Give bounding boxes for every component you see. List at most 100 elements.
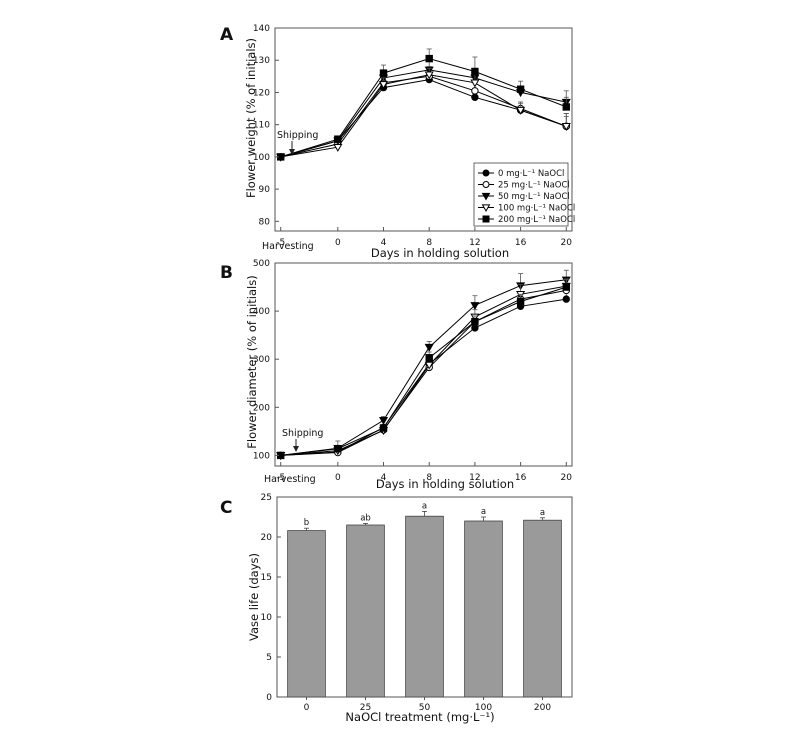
y-tick-label: 20 bbox=[261, 533, 273, 543]
x-tick-label: 16 bbox=[515, 473, 527, 483]
legend-marker bbox=[481, 204, 491, 212]
x-tick-label: 200 bbox=[534, 703, 551, 713]
bar-group: b ab a a a bbox=[287, 501, 562, 698]
data-point bbox=[333, 143, 343, 152]
bar-0: b bbox=[287, 518, 326, 698]
significance-label: b bbox=[304, 518, 309, 528]
x-tick-label: 4 bbox=[381, 238, 387, 248]
data-point bbox=[424, 343, 434, 352]
harvesting-label: Harvesting bbox=[262, 241, 314, 252]
y-tick-label: 15 bbox=[261, 573, 272, 583]
y-axis-title: Flower weight (% of initials) bbox=[244, 38, 258, 198]
y-tick-label: 140 bbox=[253, 24, 270, 34]
data-point bbox=[516, 85, 525, 93]
y-tick-label: 130 bbox=[253, 56, 270, 66]
data-point bbox=[471, 87, 479, 95]
x-tick-label: 50 bbox=[419, 703, 431, 713]
bar bbox=[523, 519, 562, 698]
plot-frame bbox=[274, 262, 573, 467]
shipping-arrow-head bbox=[293, 446, 299, 452]
x-tick-labels: -5 0 4 8 12 16 20 bbox=[276, 227, 572, 248]
x-tick-label: 12 bbox=[469, 238, 480, 248]
y-tick-label: 500 bbox=[253, 259, 270, 269]
data-point bbox=[471, 317, 479, 326]
legend-item: 50 mg·L⁻¹ NaOCl bbox=[478, 192, 570, 202]
panel-letter-b: B bbox=[220, 263, 233, 283]
series-group bbox=[276, 48, 571, 162]
legend-item: 0 mg·L⁻¹ NaOCl bbox=[478, 169, 564, 179]
x-tick-label: 16 bbox=[515, 238, 527, 248]
significance-label: a bbox=[422, 501, 427, 511]
legend-label: 200 mg·L⁻¹ NaOCl bbox=[498, 215, 575, 225]
y-tick-labels: 0 5 10 15 20 25 bbox=[261, 493, 281, 703]
y-tick-labels: 100 200 300 400 500 bbox=[253, 259, 279, 461]
series-3 bbox=[276, 67, 571, 162]
legend-label: 50 mg·L⁻¹ NaOCl bbox=[498, 192, 570, 202]
y-tick-label: 300 bbox=[253, 355, 270, 365]
data-point bbox=[562, 295, 570, 303]
bar-3: a bbox=[464, 507, 503, 698]
legend-label: 0 mg·L⁻¹ NaOCl bbox=[498, 169, 564, 179]
data-point bbox=[425, 54, 433, 63]
bar-1: ab bbox=[346, 513, 385, 698]
data-point bbox=[470, 79, 480, 88]
y-tick-label: 110 bbox=[253, 121, 270, 131]
data-point bbox=[471, 67, 479, 76]
legend-marker bbox=[482, 169, 490, 177]
y-tick-label: 400 bbox=[253, 307, 270, 317]
data-point bbox=[378, 81, 389, 90]
data-point bbox=[379, 69, 388, 77]
data-point bbox=[379, 424, 388, 432]
shipping-label: Shipping bbox=[282, 428, 323, 439]
x-tick-labels: 0 25 50 100 200 bbox=[304, 697, 551, 713]
bar-4: a bbox=[523, 508, 562, 698]
shipping-arrow-head bbox=[289, 149, 295, 155]
data-point bbox=[470, 302, 480, 311]
panel-c-vase-life-chart: b ab a a a 0 25 50 100 200 0 5 10 15 20 25 NaOCl trea… bbox=[247, 493, 573, 724]
data-point bbox=[562, 103, 570, 111]
legend-marker bbox=[482, 215, 490, 223]
data-point bbox=[425, 354, 433, 362]
data-point bbox=[471, 324, 479, 332]
x-tick-label: 4 bbox=[381, 473, 387, 483]
x-tick-label: 25 bbox=[360, 703, 371, 713]
legend-item: 25 mg·L⁻¹ NaOCl bbox=[478, 181, 570, 191]
y-tick-label: 10 bbox=[261, 613, 273, 623]
legend-label: 100 mg·L⁻¹ NaOCl bbox=[498, 204, 575, 214]
data-point bbox=[561, 123, 571, 131]
y-tick-label: 100 bbox=[253, 451, 270, 461]
x-tick-label: 0 bbox=[335, 473, 341, 483]
y-tick-label: 120 bbox=[253, 88, 270, 98]
x-tick-labels: -5 0 4 8 12 16 20 bbox=[276, 462, 572, 483]
harvesting-label: Harvesting bbox=[264, 474, 316, 485]
series-line bbox=[280, 285, 567, 456]
bar bbox=[287, 530, 326, 698]
panel-letter-a: A bbox=[220, 25, 234, 45]
panel-letter-c: C bbox=[220, 498, 232, 518]
legend-item: 200 mg·L⁻¹ NaOCl bbox=[478, 215, 575, 225]
x-axis-title: NaOCl treatment (mg·L⁻¹) bbox=[345, 710, 494, 724]
x-tick-label: 8 bbox=[426, 238, 432, 248]
data-point bbox=[471, 93, 479, 101]
x-tick-label: 20 bbox=[561, 473, 573, 483]
y-tick-label: 200 bbox=[253, 403, 270, 413]
significance-label: a bbox=[540, 508, 545, 518]
data-point bbox=[516, 297, 525, 306]
bar-2: a bbox=[405, 501, 444, 698]
y-tick-label: 25 bbox=[261, 493, 272, 503]
data-point bbox=[562, 283, 570, 291]
bar bbox=[405, 515, 444, 698]
significance-label: ab bbox=[360, 513, 371, 523]
significance-label: a bbox=[481, 507, 486, 517]
y-tick-label: 80 bbox=[259, 217, 271, 227]
panel-b-diameter-chart: -5 0 4 8 12 16 20 100 200 300 400 500 Days in hold… bbox=[245, 259, 573, 491]
x-tick-label: 12 bbox=[469, 473, 480, 483]
legend-marker bbox=[482, 181, 490, 188]
data-point bbox=[334, 444, 342, 453]
data-point bbox=[334, 135, 342, 143]
x-axis-title: Days in holding solution bbox=[376, 477, 514, 491]
legend-marker bbox=[481, 192, 491, 201]
x-tick-label: 0 bbox=[304, 703, 310, 713]
bar bbox=[346, 524, 385, 698]
data-point bbox=[424, 71, 434, 80]
